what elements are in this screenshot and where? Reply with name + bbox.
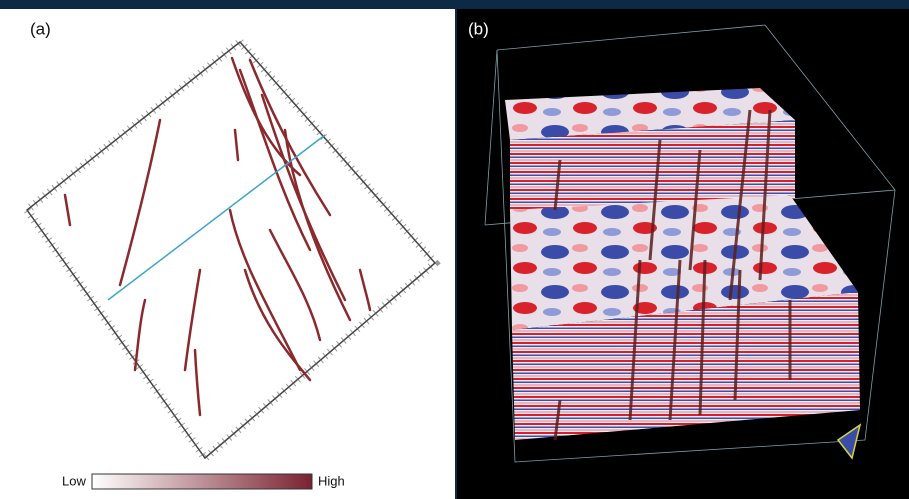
upper-face <box>510 120 795 210</box>
fault-surfaces <box>553 109 792 441</box>
colorbar-low: Low <box>62 473 86 488</box>
fault-traces <box>63 56 372 417</box>
mid-surface <box>510 195 858 330</box>
panel-a-map <box>21 36 441 464</box>
front-face <box>512 292 860 440</box>
colorbar-high: High <box>318 473 345 488</box>
colorbar <box>91 473 313 490</box>
panel-b-volume <box>484 24 896 463</box>
orientation-arrow <box>836 423 862 460</box>
top-surface <box>505 88 795 140</box>
panel-label: (a) <box>30 19 51 38</box>
survey-outline <box>25 40 437 460</box>
section-line <box>107 134 326 301</box>
panel-label: (b) <box>468 19 489 38</box>
